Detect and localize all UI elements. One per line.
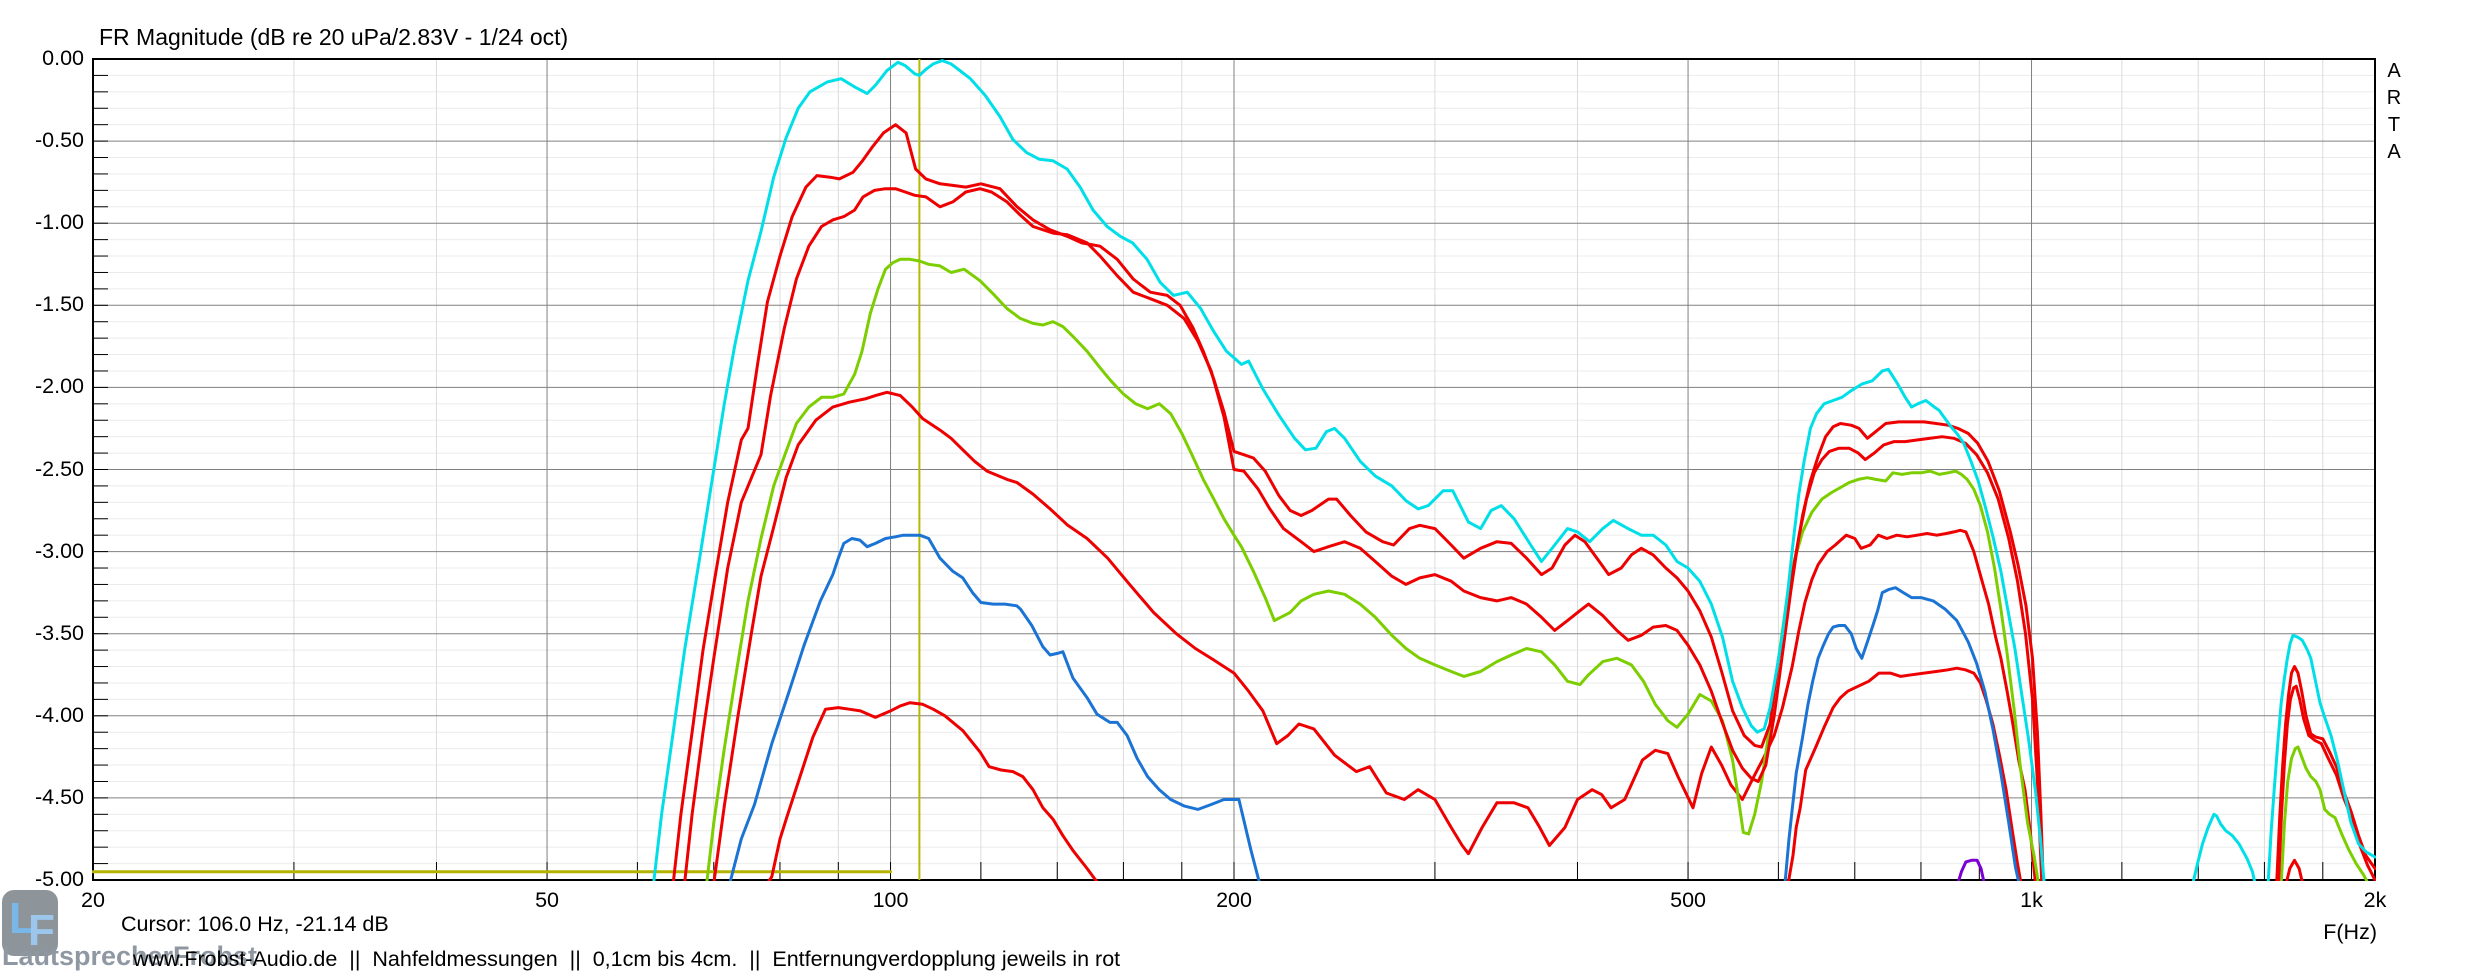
curve-green-seg2 [2279, 745, 2369, 881]
footer-measurement-info: www.Frobst-Audio.de || Nahfeldmessungen … [133, 947, 1121, 971]
y-tick-label: -4.00 [34, 702, 84, 727]
arta-letter: R [2386, 87, 2402, 109]
x-tick-label: 20 [81, 888, 105, 912]
y-tick-label: -0.50 [34, 128, 84, 153]
curve-red-2-seg1 [683, 187, 2044, 881]
watermark-text: LautsprecherFrobst [2, 941, 258, 971]
curve-red-1-seg1 [671, 123, 2045, 881]
curve-blue-seg1 [728, 533, 1261, 881]
x-tick-label: 500 [1670, 888, 1706, 912]
curve-red-3-seg1 [712, 390, 2037, 881]
x-axis-unit-label: F(Hz) [2323, 920, 2377, 944]
y-tick-label: 0.00 [42, 46, 84, 70]
x-tick-label: 1k [2020, 888, 2043, 912]
curve-cyan-seg3 [2266, 633, 2376, 881]
y-tick-label: -1.50 [34, 292, 84, 317]
x-tick-label: 200 [1216, 888, 1252, 912]
cursor-readout: Cursor: 106.0 Hz, -21.14 dB [121, 912, 389, 936]
arta-letter: T [2387, 114, 2401, 136]
curve-red-3-seg2 [2285, 858, 2304, 881]
arta-letter: A [2387, 141, 2401, 163]
curve-green-seg1 [705, 257, 2040, 881]
curve-red-4-seg1 [767, 701, 1099, 881]
curve-cyan-seg2 [2191, 812, 2257, 881]
y-tick-label: -3.50 [34, 620, 84, 645]
page-title: FR Magnitude (dB re 20 uPa/2.83V - 1/24 … [99, 24, 569, 50]
y-tick-label: -1.00 [34, 210, 84, 235]
x-tick-label: 2k [2363, 888, 2387, 912]
logo-letter-f: F [28, 906, 55, 955]
y-tick-label: -2.00 [34, 374, 84, 399]
arta-letter: A [2387, 60, 2401, 82]
y-tick-label: -4.50 [34, 784, 84, 809]
curve-blue-seg2 [1783, 586, 2021, 881]
logo-letter-l: L [9, 894, 36, 943]
x-tick-label: 50 [535, 888, 560, 912]
y-tick-label: -2.50 [34, 456, 84, 481]
curve-red-1-seg2 [2275, 665, 2376, 881]
x-tick-label: 100 [872, 888, 909, 912]
lf-logo-icon: L F [2, 890, 58, 956]
y-tick-label: -5.00 [34, 867, 84, 891]
curve-purple-bump [1957, 858, 1986, 881]
y-tick-label: -3.00 [34, 538, 84, 563]
curve-cyan-seg1 [652, 59, 2046, 881]
plot-border [92, 58, 2376, 881]
